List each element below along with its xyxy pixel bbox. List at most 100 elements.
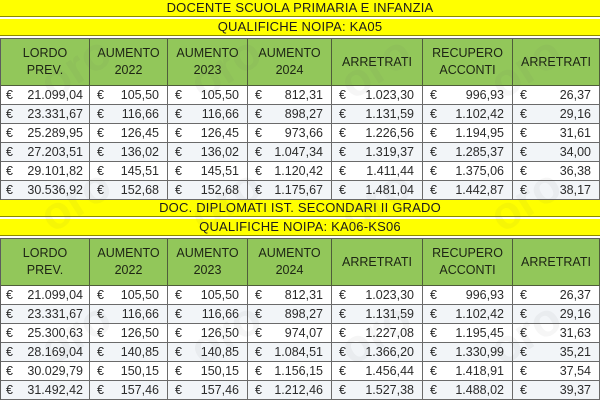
table-block-2: DOC. DIPLOMATI IST. SECONDARI II GRADO QU… [0,200,600,400]
euro-sign: € [97,126,104,140]
data-cell: €26,37 [513,286,600,305]
euro-sign: € [339,145,346,159]
euro-sign: € [97,288,104,302]
column-header: AUMENTO 2023 [168,239,248,286]
euro-sign: € [6,88,13,102]
euro-sign: € [175,307,182,321]
data-cell: €1.418,91 [423,362,513,381]
data-cell: €23.331,67 [1,305,90,324]
cell-value: 105,50 [120,288,159,302]
euro-sign: € [255,288,262,302]
data-cell: €116,66 [168,105,248,124]
cell-value: 1.131,59 [365,107,414,121]
data-cell: €136,02 [90,143,168,162]
euro-sign: € [520,183,527,197]
data-cell: €898,27 [248,305,332,324]
euro-sign: € [430,326,437,340]
cell-value: 1.102,42 [455,107,504,121]
data-cell: €812,31 [248,286,332,305]
euro-sign: € [97,107,104,121]
data-cell: €140,85 [168,343,248,362]
data-cell: €1.156,15 [248,362,332,381]
data-cell: €116,66 [168,305,248,324]
data-cell: €116,66 [90,105,168,124]
cell-value: 29.101,82 [27,164,83,178]
euro-sign: € [97,88,104,102]
cell-value: 23.331,67 [27,307,83,321]
table-grid: LORDO PREV. AUMENTO 2022 AUMENTO 2023 AUMEN… [0,38,600,200]
euro-sign: € [175,288,182,302]
euro-sign: € [339,364,346,378]
cell-value: 27.203,51 [27,145,83,159]
column-header: ARRETRATI [332,39,423,86]
euro-sign: € [255,164,262,178]
data-cell: €116,66 [90,305,168,324]
data-cell: €38,17 [513,181,600,200]
data-cell: €996,93 [423,86,513,105]
cell-value: 1.456,44 [365,364,414,378]
euro-sign: € [175,383,182,397]
cell-value: 1.195,45 [455,326,504,340]
cell-value: 1.285,37 [455,145,504,159]
cell-value: 35,21 [559,345,591,359]
euro-sign: € [255,88,262,102]
data-cell: €29.101,82 [1,162,90,181]
data-cell: €1.481,04 [332,181,423,200]
cell-value: 34,00 [559,145,591,159]
euro-sign: € [339,107,346,121]
euro-sign: € [255,326,262,340]
data-cell: €34,00 [513,143,600,162]
data-cell: €1.023,30 [332,86,423,105]
euro-sign: € [339,307,346,321]
cell-value: 105,50 [200,288,239,302]
cell-value: 996,93 [465,288,504,302]
column-header: LORDO PREV. [1,39,90,86]
cell-value: 152,68 [200,183,239,197]
column-header: AUMENTO 2022 [90,39,168,86]
table-grid: LORDO PREV. AUMENTO 2022 AUMENTO 2023 AUMEN… [0,238,600,400]
data-cell: €1.047,34 [248,143,332,162]
cell-value: 973,66 [284,126,323,140]
data-cell: €30.536,92 [1,181,90,200]
data-cell: €28.169,04 [1,343,90,362]
data-cell: €1.212,46 [248,381,332,400]
euro-sign: € [175,107,182,121]
euro-sign: € [339,326,346,340]
table-subtitle-banner: QUALIFICHE NOIPA: KA05 [0,19,600,36]
data-cell: €1.442,87 [423,181,513,200]
cell-value: 150,15 [200,364,239,378]
data-cell: €31,61 [513,124,600,143]
data-cell: €157,46 [168,381,248,400]
euro-sign: € [520,107,527,121]
euro-sign: € [430,107,437,121]
data-cell: €973,66 [248,124,332,143]
euro-sign: € [175,145,182,159]
cell-value: 812,31 [284,88,323,102]
cell-value: 1.212,46 [274,383,323,397]
data-cell: €1.023,30 [332,286,423,305]
data-cell: €150,15 [168,362,248,381]
cell-value: 145,51 [120,164,159,178]
euro-sign: € [339,126,346,140]
cell-value: 136,02 [200,145,239,159]
euro-sign: € [97,307,104,321]
data-cell: €30.029,79 [1,362,90,381]
cell-value: 1.227,08 [365,326,414,340]
data-cell: €898,27 [248,105,332,124]
euro-sign: € [255,145,262,159]
data-cell: €105,50 [90,286,168,305]
data-cell: €812,31 [248,86,332,105]
data-cell: €29,16 [513,105,600,124]
cell-value: 1.120,42 [274,164,323,178]
data-cell: €996,93 [423,286,513,305]
cell-value: 140,85 [120,345,159,359]
euro-sign: € [430,88,437,102]
data-cell: €105,50 [90,86,168,105]
cell-value: 1.366,20 [365,345,414,359]
data-cell: €126,50 [168,324,248,343]
data-cell: €1.131,59 [332,305,423,324]
euro-sign: € [339,164,346,178]
cell-value: 1.131,59 [365,307,414,321]
euro-sign: € [175,345,182,359]
